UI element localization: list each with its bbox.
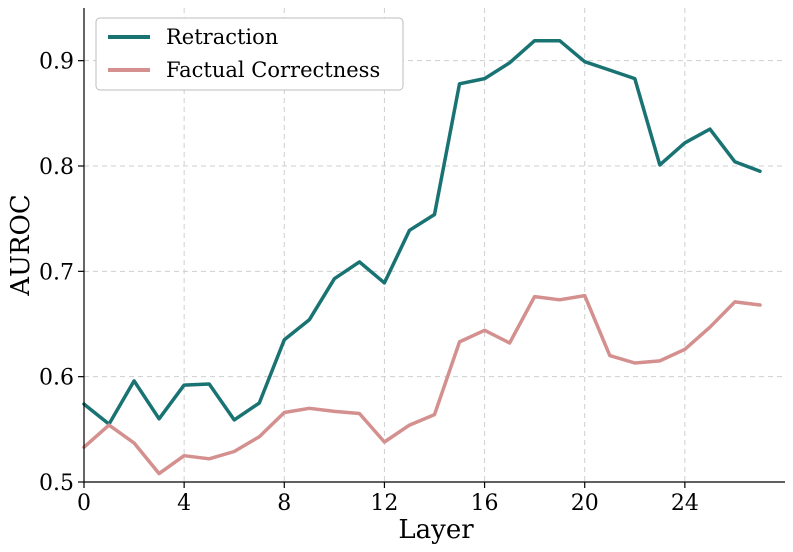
- series-line-factual-correctness: [82, 293, 762, 476]
- y-tick-label: 0.8: [39, 155, 74, 180]
- x-tick-label: 0: [77, 491, 91, 516]
- x-tick-label: 16: [471, 491, 499, 516]
- axis-ticks: 0 4 8 12 16 20 24 0.5 0.6 0.7 0.8 0.9: [39, 50, 699, 516]
- y-tick-label: 0.9: [39, 50, 74, 75]
- legend-label-retraction: Retraction: [166, 25, 278, 49]
- x-tick-label: 12: [370, 491, 398, 516]
- x-tick-label: 24: [671, 491, 699, 516]
- series-lines: [82, 38, 762, 476]
- y-axis-label: AUROC: [6, 194, 36, 296]
- x-tick-label: 8: [277, 491, 291, 516]
- y-tick-label: 0.6: [39, 366, 74, 391]
- series-line-retraction: [82, 38, 762, 426]
- x-tick-label: 4: [177, 491, 191, 516]
- y-tick-label: 0.5: [39, 471, 74, 496]
- legend: Retraction Factual Correctness: [95, 17, 404, 91]
- x-tick-label: 20: [571, 491, 599, 516]
- legend-label-factual-correctness: Factual Correctness: [166, 58, 380, 82]
- y-tick-label: 0.7: [39, 260, 74, 285]
- legend-frame: [95, 17, 404, 91]
- x-axis-label: Layer: [398, 515, 474, 545]
